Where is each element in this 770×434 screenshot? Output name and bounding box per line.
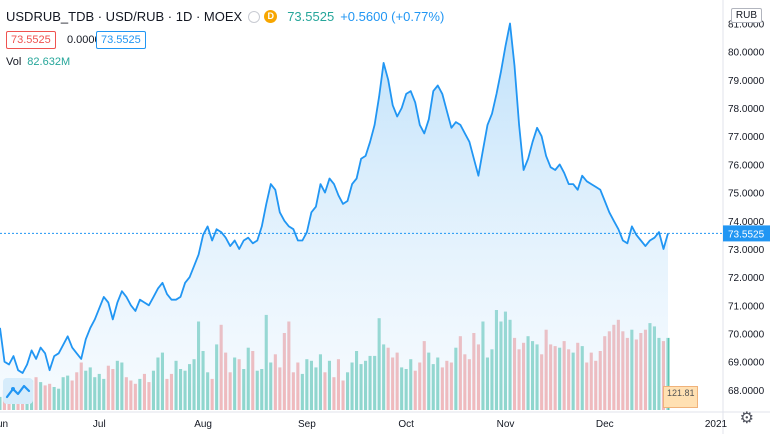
last-price-label: 73.5525 <box>723 225 770 242</box>
sell-price-box[interactable]: 73.5525 <box>6 31 56 49</box>
y-tick-label: 75.0000 <box>728 189 765 200</box>
x-tick-label: 2021 <box>705 419 728 430</box>
us-flag-marker[interactable]: 121.81 <box>663 386 698 408</box>
volume-legend[interactable]: Vol 82.632M <box>6 56 70 68</box>
y-tick-label: 71.0000 <box>728 301 765 312</box>
volume-label: Vol <box>6 56 22 68</box>
y-tick-label: 78.0000 <box>728 104 765 115</box>
x-tick-label: Aug <box>194 419 212 430</box>
status-dot-icon <box>248 10 261 23</box>
y-tick-label: 70.0000 <box>728 330 765 341</box>
tradingview-logo-icon[interactable] <box>3 378 33 404</box>
flag-box-text: 121.81 <box>667 388 695 398</box>
x-tick-label: Jun <box>0 419 8 430</box>
price-area <box>0 23 668 410</box>
last-price-value: 73.5525 <box>287 9 335 24</box>
symbol-header[interactable]: USDRUB_TDB · USD/RUB · 1D · MOEX D 73.55… <box>6 9 444 24</box>
x-tick-label: Oct <box>398 419 414 430</box>
x-tick-label: Dec <box>596 419 614 430</box>
time-axis[interactable]: Jun Jul Aug Sep Oct Nov Dec 2021 <box>0 419 728 430</box>
price-change-value: +0.5600 (+0.77%) <box>340 9 445 24</box>
delayed-badge-icon: D <box>264 10 278 23</box>
y-tick-label: 81.0000 <box>728 20 765 31</box>
y-tick-label: 80.0000 <box>728 48 765 59</box>
last-price-label-text: 73.5525 <box>728 229 765 240</box>
x-tick-label: Sep <box>298 419 316 430</box>
y-tick-label: 73.0000 <box>728 245 765 256</box>
buy-price-box[interactable]: 73.5525 <box>96 31 146 49</box>
price-axis[interactable]: 81.0000 80.0000 79.0000 78.0000 77.0000 76.00… <box>728 20 765 397</box>
y-tick-label: 68.0000 <box>728 386 765 397</box>
x-tick-label: Nov <box>497 419 515 430</box>
y-tick-label: 79.0000 <box>728 76 765 87</box>
y-tick-label: 74.0000 <box>728 217 765 228</box>
price-line <box>0 22 669 374</box>
x-tick-label: Jul <box>93 419 106 430</box>
y-tick-label: 77.0000 <box>728 132 765 143</box>
settings-gear-icon[interactable]: ⚙ <box>739 410 754 427</box>
y-tick-label: 69.0000 <box>728 358 765 369</box>
last-price-label-bg <box>723 225 770 242</box>
currency-button[interactable]: RUB <box>730 8 762 23</box>
y-tick-label: 76.0000 <box>728 160 765 171</box>
y-tick-label: 72.0000 <box>728 273 765 284</box>
spread-value: 0.0000 <box>62 31 106 49</box>
symbol-title[interactable]: USDRUB_TDB · USD/RUB · 1D · MOEX <box>6 9 243 24</box>
volume-value: 82.632M <box>27 56 71 68</box>
